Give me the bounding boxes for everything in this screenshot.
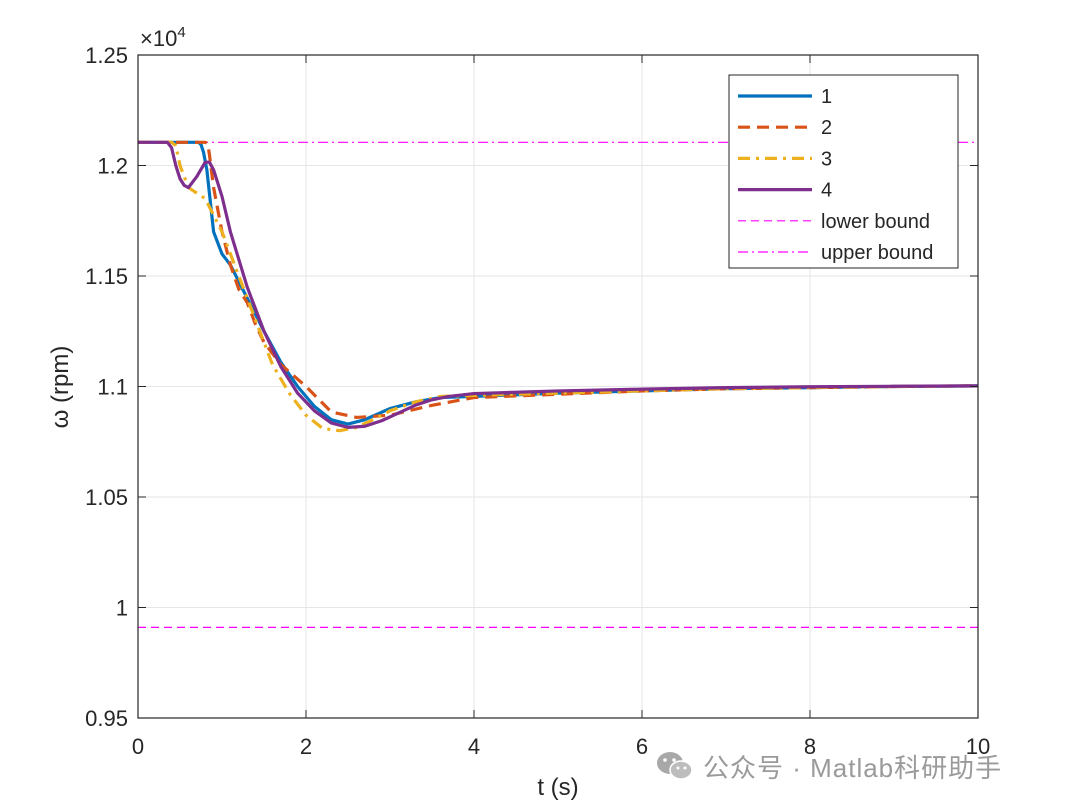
axis-ticks: 0 2 4 6 8 10 0.95 1 1.05 1.1 1.15 1.2 1.25 [85, 43, 990, 759]
legend-label: 2 [821, 117, 832, 139]
y-axis-label: ω (rpm) [47, 346, 74, 429]
y-tick-label: 1 [116, 596, 128, 621]
x-tick-label: 2 [300, 734, 312, 759]
y-exponent-label: ×104 [140, 24, 186, 51]
x-axis-label: t (s) [537, 774, 578, 801]
x-tick-label: 0 [132, 734, 144, 759]
legend-box [728, 74, 959, 269]
y-tick-label: 1.2 [97, 154, 128, 179]
y-tick-label: 1.15 [85, 264, 128, 289]
series-line-4 [138, 140, 979, 429]
series-lines [138, 140, 979, 628]
y-tick-label: 1.05 [85, 485, 128, 510]
wechat-icon [657, 752, 693, 780]
legend-items: 1 2 3 4 lower bound upper bound [738, 86, 933, 264]
x-tick-label: 6 [636, 734, 648, 759]
y-tick-label: 0.95 [85, 706, 128, 731]
watermark-text: 公众号 · Matlab科研助手 [703, 752, 1003, 783]
legend-label: 3 [821, 148, 832, 170]
legend-label: 4 [821, 180, 832, 202]
y-tick-label: 1.1 [97, 375, 128, 400]
legend-label: upper bound [821, 242, 933, 264]
x-tick-label: 10 [966, 734, 990, 759]
legend-label: lower bound [821, 211, 930, 233]
watermark: 公众号 · Matlab科研助手 [655, 748, 1002, 784]
series-line-3 [138, 140, 979, 433]
x-tick-label: 4 [468, 734, 480, 759]
y-tick-label: 1.25 [85, 43, 128, 68]
legend: 1 2 3 4 lower bound upper bound [728, 74, 959, 269]
legend-label: 1 [821, 86, 832, 108]
x-tick-label: 8 [804, 734, 816, 759]
